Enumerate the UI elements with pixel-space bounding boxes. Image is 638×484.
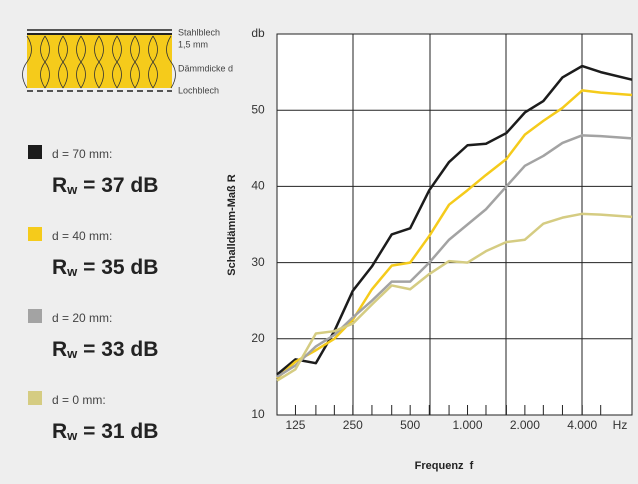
y-unit: db (251, 26, 265, 40)
legend-label: d = 0 mm: (52, 393, 106, 407)
x-tick-label: 1.000 (453, 418, 483, 432)
x-tick-label: 250 (343, 418, 363, 432)
rating-symbol: R (52, 420, 67, 443)
rating-value: = 31 dB (77, 420, 158, 443)
rating-symbol: R (52, 338, 67, 361)
y-tick-label: 10 (251, 407, 265, 421)
y-tick-label: 30 (251, 255, 265, 269)
y-tick-label: 20 (251, 331, 265, 345)
diagram-label: Lochblech (178, 85, 219, 95)
diagram-label: Stahlblech (178, 27, 220, 37)
plot-area (277, 34, 632, 415)
x-tick-label: 500 (400, 418, 420, 432)
diagram-label: 1,5 mm (178, 39, 208, 49)
rating-symbol: R (52, 174, 67, 197)
x-axis-title: Frequenz f (415, 460, 474, 472)
rating-value: = 35 dB (77, 256, 158, 279)
chart: Stahlblech 1,5 mm Dämmdicke d Lochblech … (0, 0, 638, 484)
legend-label: d = 40 mm: (52, 229, 112, 243)
rating: Rw = 31 dB (52, 420, 158, 444)
rating: Rw = 33 dB (52, 338, 158, 362)
rating-value: = 37 dB (77, 174, 158, 197)
insulation-diagram: Stahlblech 1,5 mm Dämmdicke d Lochblech (23, 27, 234, 95)
legend-label: d = 20 mm: (52, 311, 112, 325)
rating-value: = 33 dB (77, 338, 158, 361)
rating: Rw = 37 dB (52, 174, 158, 198)
y-tick-label: 40 (251, 179, 265, 193)
x-tick-label: 4.000 (567, 418, 597, 432)
x-tick-label: 125 (285, 418, 305, 432)
page: Stahlblech 1,5 mm Dämmdicke d Lochblech … (0, 0, 638, 484)
rating-symbol: R (52, 256, 67, 279)
rating: Rw = 35 dB (52, 256, 158, 280)
legend-label: d = 70 mm: (52, 147, 112, 161)
legend-swatch (28, 309, 42, 323)
x-unit: Hz (613, 418, 628, 432)
diagram-label: Dämmdicke d (178, 63, 233, 73)
y-tick-label: 50 (251, 102, 265, 116)
y-axis-title: Schalldämm-Maß R (226, 174, 238, 276)
x-tick-label: 2.000 (510, 418, 540, 432)
legend-swatch (28, 145, 42, 159)
legend-swatch (28, 391, 42, 405)
legend-swatch (28, 227, 42, 241)
